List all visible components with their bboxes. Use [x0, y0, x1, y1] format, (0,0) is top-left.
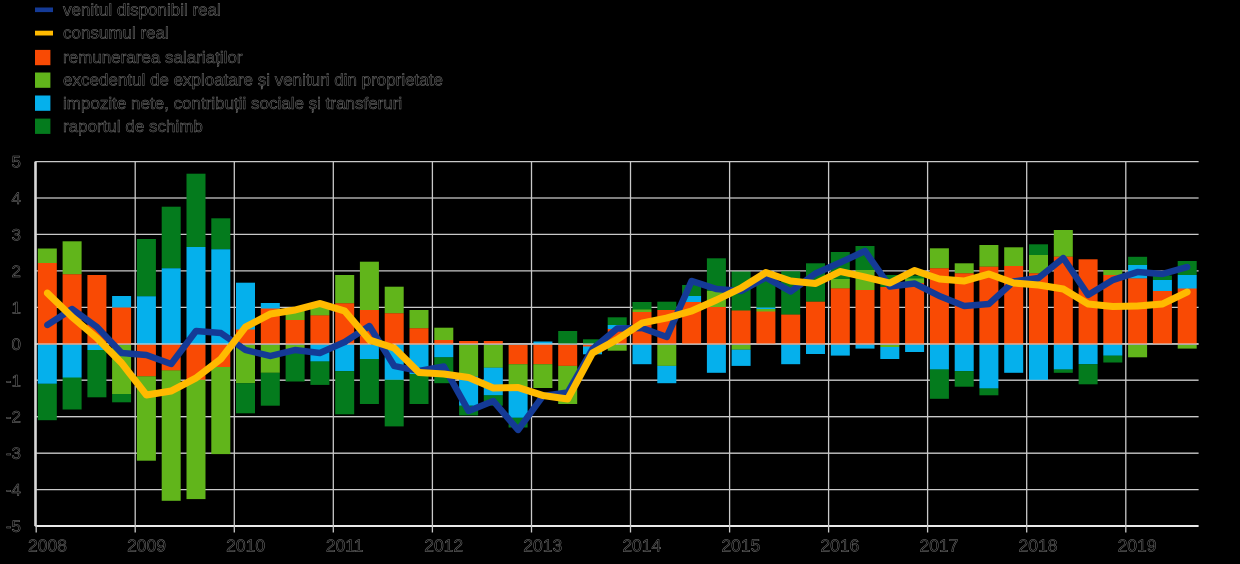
svg-text:2016: 2016 — [820, 536, 859, 556]
svg-text:2011: 2011 — [326, 536, 364, 556]
svg-text:-1: -1 — [6, 371, 21, 390]
svg-text:5: 5 — [12, 153, 21, 172]
svg-text:2013: 2013 — [523, 536, 562, 556]
svg-text:4: 4 — [12, 189, 21, 208]
svg-text:remunerarea salariaților: remunerarea salariaților — [63, 48, 243, 67]
svg-text:2019: 2019 — [1118, 536, 1157, 556]
svg-text:3: 3 — [12, 225, 21, 244]
svg-text:2015: 2015 — [721, 536, 760, 556]
svg-text:impozite nete, contribuții soc: impozite nete, contribuții sociale și tr… — [63, 94, 402, 113]
svg-text:-5: -5 — [6, 517, 21, 536]
svg-text:consumul real: consumul real — [63, 24, 169, 43]
svg-text:-3: -3 — [6, 444, 21, 463]
svg-text:2009: 2009 — [127, 536, 166, 556]
svg-text:2018: 2018 — [1019, 536, 1058, 556]
svg-text:excedentul de exploatare și ve: excedentul de exploatare și venituri din… — [63, 71, 443, 90]
svg-text:-4: -4 — [6, 481, 21, 500]
svg-text:2012: 2012 — [424, 536, 463, 556]
svg-text:venitul disponibil real: venitul disponibil real — [63, 0, 221, 19]
svg-text:2014: 2014 — [622, 536, 661, 556]
svg-text:2008: 2008 — [28, 536, 67, 556]
svg-text:-2: -2 — [6, 408, 21, 427]
svg-text:1: 1 — [12, 298, 21, 317]
svg-text:2017: 2017 — [919, 536, 958, 556]
svg-text:0: 0 — [12, 335, 21, 354]
svg-text:raportul de schimb: raportul de schimb — [63, 117, 203, 136]
svg-text:2: 2 — [12, 262, 21, 281]
svg-text:2010: 2010 — [226, 536, 265, 556]
